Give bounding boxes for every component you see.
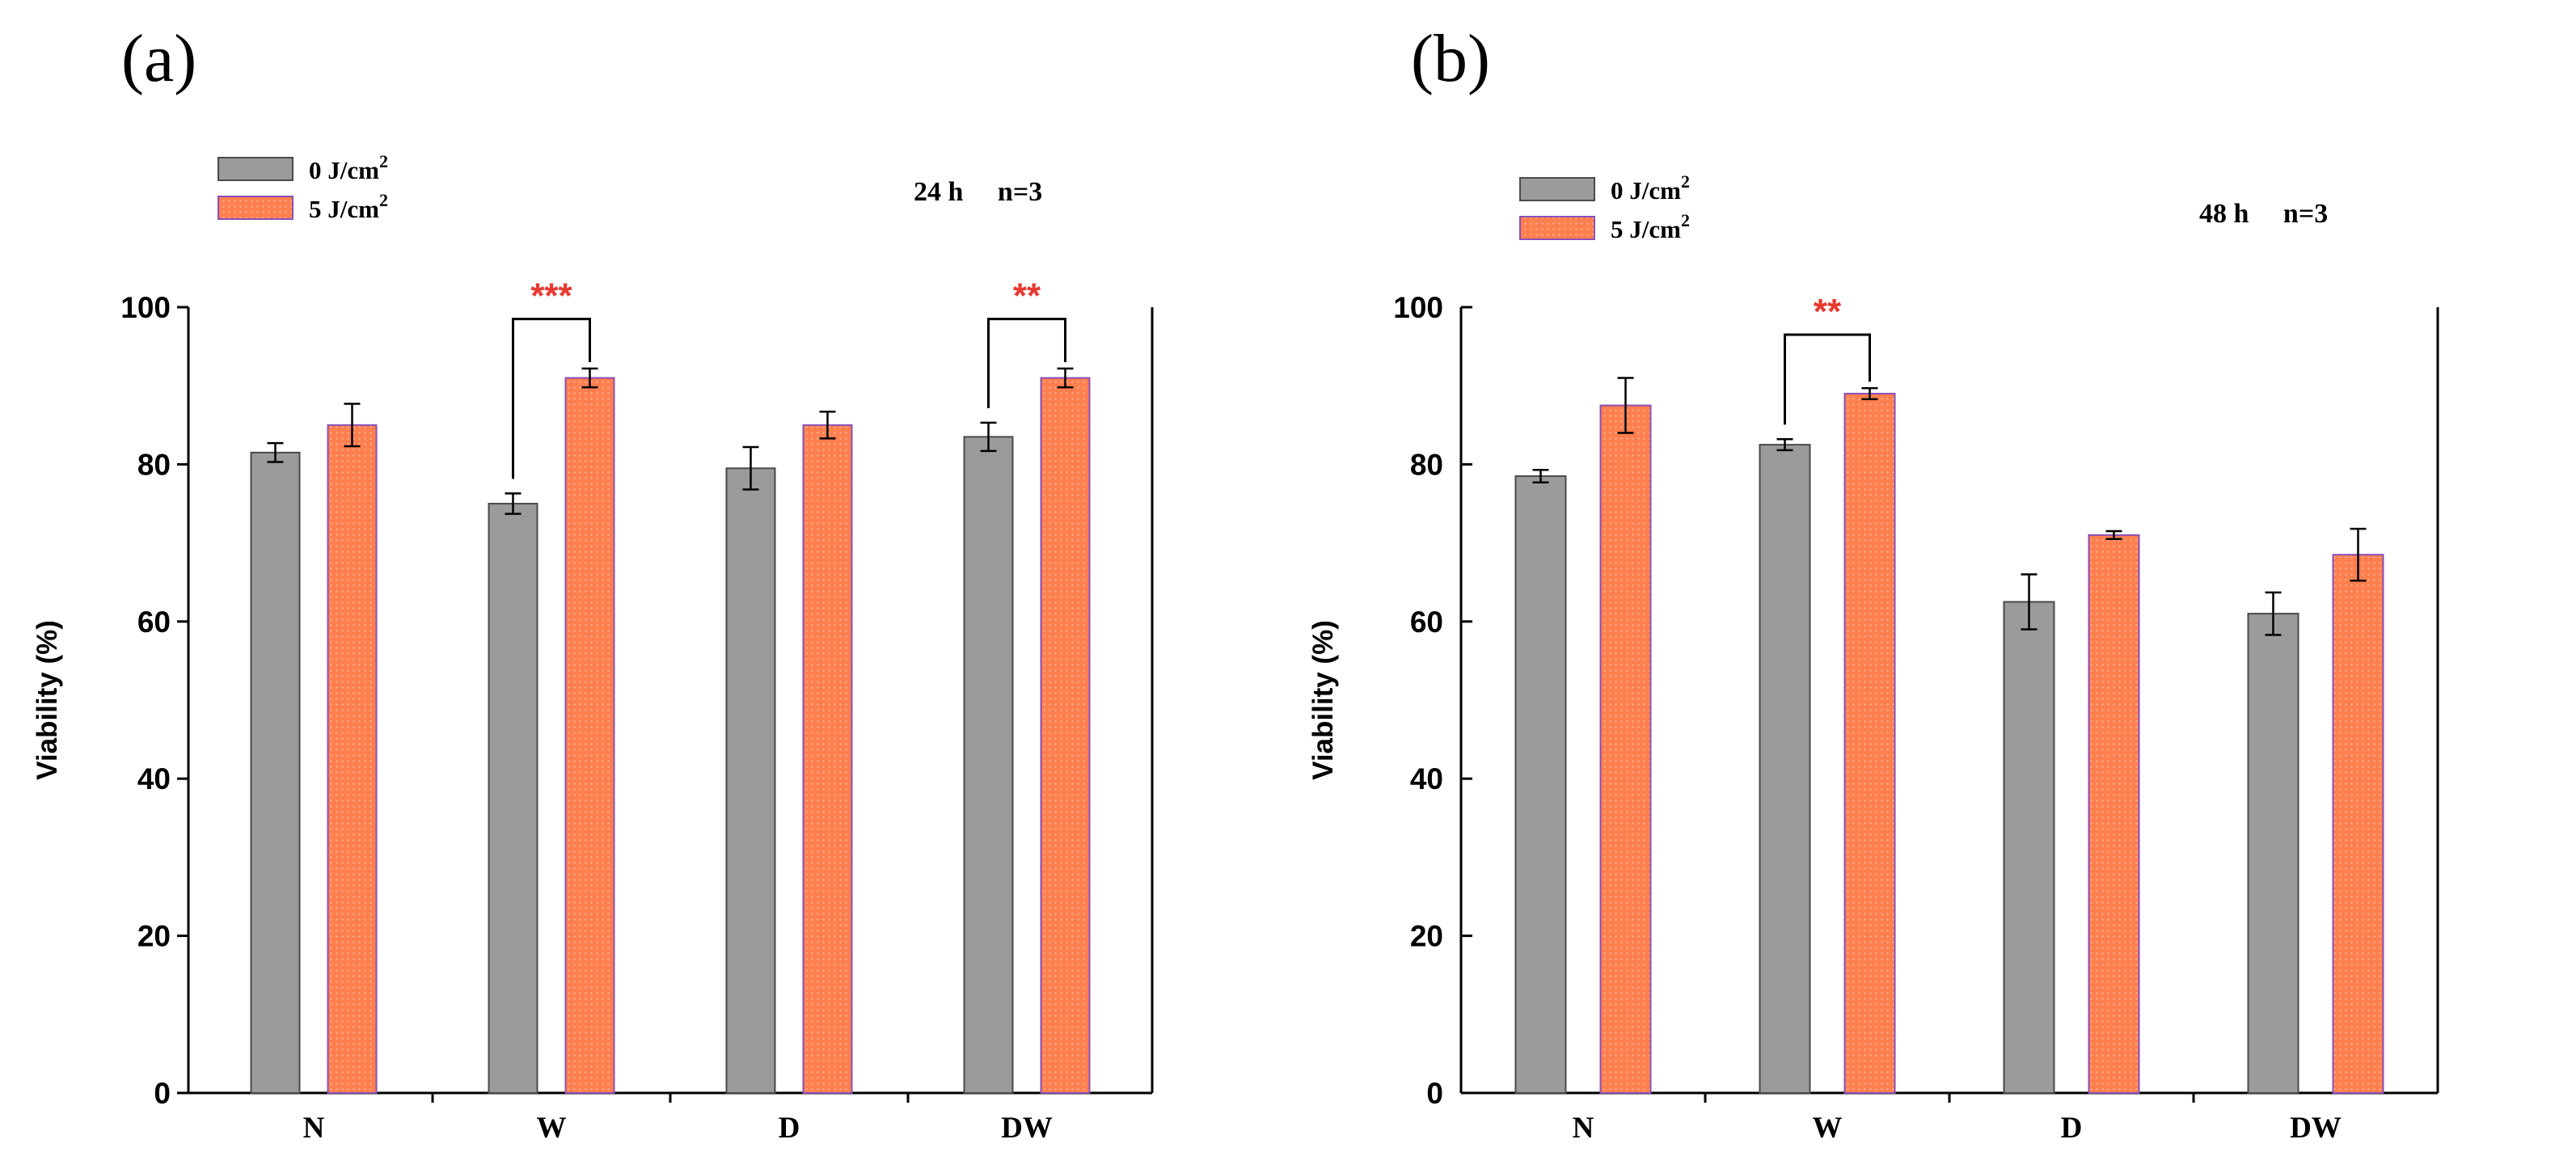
significance-marker: ** bbox=[1814, 292, 1842, 331]
y-axis-title: Viability (%) bbox=[1307, 620, 1339, 780]
legend-swatch-5-jcm2 bbox=[217, 196, 293, 220]
significance-bracket bbox=[512, 318, 591, 479]
bar-5-jcm2 bbox=[2332, 554, 2384, 1094]
error-bar bbox=[1776, 438, 1793, 452]
y-tick-label: 20 bbox=[137, 920, 171, 953]
error-bar bbox=[742, 445, 759, 491]
error-bar bbox=[267, 441, 284, 463]
error-bar bbox=[1532, 468, 1549, 484]
panel-b: (b) 0 20 40 60 80 100 Viability (%) N W D DW ** 0 J/c… bbox=[1307, 21, 2439, 1145]
legend-label: 5 J/cm2 bbox=[1611, 210, 1690, 243]
error-bar bbox=[2021, 573, 2038, 631]
bar-0-jcm2 bbox=[250, 451, 301, 1094]
bar-5-jcm2 bbox=[564, 377, 615, 1095]
condition-label: 24 h n=3 bbox=[914, 177, 1042, 207]
bar-5-jcm2 bbox=[1040, 377, 1091, 1095]
bar-0-jcm2 bbox=[2247, 613, 2299, 1094]
y-tick-label: 80 bbox=[1410, 448, 1443, 481]
x-category-label: D bbox=[779, 1112, 800, 1145]
error-bar bbox=[980, 421, 997, 453]
y-tick-label: 100 bbox=[1393, 291, 1443, 324]
y-tick-label: 80 bbox=[137, 448, 171, 481]
error-bar bbox=[1057, 367, 1074, 389]
error-bar bbox=[1617, 377, 1634, 434]
condition-label: 48 h n=3 bbox=[2199, 199, 2328, 229]
bar-5-jcm2 bbox=[802, 424, 853, 1094]
legend: 0 J/cm2 5 J/cm2 bbox=[1519, 171, 1690, 243]
significance-bracket bbox=[987, 318, 1066, 408]
legend-swatch-0-jcm2 bbox=[217, 157, 293, 181]
significance-marker: *** bbox=[530, 276, 572, 316]
bar-5-jcm2 bbox=[2088, 534, 2140, 1094]
y-tick-label: 0 bbox=[154, 1077, 171, 1110]
y-axis-title: Viability (%) bbox=[32, 620, 63, 780]
x-category-label: D bbox=[2061, 1112, 2083, 1145]
error-bar bbox=[2105, 530, 2122, 540]
bar-0-jcm2 bbox=[2003, 601, 2055, 1094]
bar-0-jcm2 bbox=[1514, 475, 1567, 1094]
bar-0-jcm2 bbox=[1759, 444, 1811, 1094]
error-bar bbox=[581, 367, 598, 389]
legend: 0 J/cm2 5 J/cm2 bbox=[217, 151, 388, 223]
bar-5-jcm2 bbox=[327, 424, 378, 1094]
x-category-label: DW bbox=[1001, 1112, 1053, 1145]
significance-bracket bbox=[1784, 333, 1871, 425]
bar-5-jcm2 bbox=[1843, 392, 1896, 1095]
x-category-label: N bbox=[1573, 1112, 1594, 1145]
significance-marker: ** bbox=[1013, 276, 1041, 316]
bar-0-jcm2 bbox=[488, 503, 538, 1094]
x-category-label: DW bbox=[2290, 1112, 2342, 1145]
error-bar bbox=[819, 411, 836, 440]
y-tick-label: 20 bbox=[1410, 920, 1443, 953]
error-bar bbox=[2350, 527, 2367, 582]
bar-5-jcm2 bbox=[1599, 404, 1652, 1094]
bar-0-jcm2 bbox=[725, 467, 776, 1094]
legend-swatch-5-jcm2 bbox=[1519, 216, 1595, 240]
error-bar bbox=[344, 403, 361, 448]
legend-label: 0 J/cm2 bbox=[1611, 171, 1690, 205]
error-bar bbox=[2265, 591, 2282, 636]
legend-label: 5 J/cm2 bbox=[309, 190, 388, 223]
y-tick-label: 60 bbox=[1410, 605, 1443, 639]
error-bar bbox=[1861, 386, 1878, 400]
y-tick-label: 40 bbox=[1410, 762, 1443, 795]
panel-label: (b) bbox=[1411, 21, 1490, 96]
y-tick-label: 0 bbox=[1426, 1077, 1443, 1110]
error-bar bbox=[505, 492, 522, 515]
x-category-label: W bbox=[537, 1112, 567, 1145]
legend-label: 0 J/cm2 bbox=[309, 151, 388, 184]
legend-swatch-0-jcm2 bbox=[1519, 177, 1595, 201]
panel-label: (a) bbox=[121, 21, 196, 96]
y-tick-label: 100 bbox=[120, 291, 171, 324]
y-tick-label: 40 bbox=[137, 762, 171, 795]
x-category-label: W bbox=[1813, 1112, 1843, 1145]
bar-0-jcm2 bbox=[963, 436, 1014, 1094]
x-category-label: N bbox=[303, 1112, 325, 1145]
y-tick-label: 60 bbox=[137, 605, 171, 639]
